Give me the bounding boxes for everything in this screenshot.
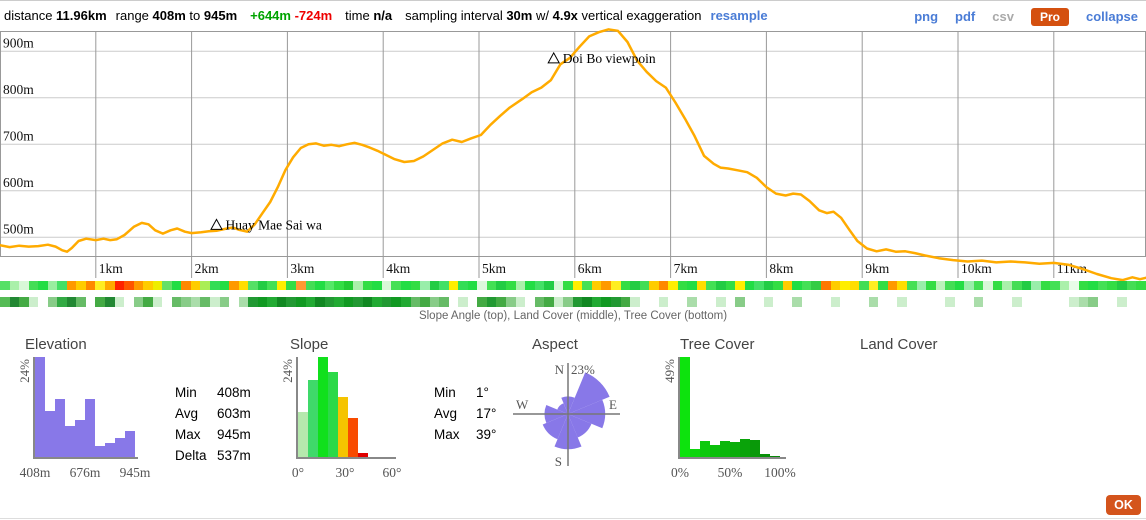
elevation-stats: Min 408m Avg 603m Max 945m Delta 537m (175, 385, 251, 463)
export-csv-link[interactable]: csv (992, 9, 1014, 24)
range-stat: range 408m to 945m (116, 8, 237, 23)
tree-cover-strip (0, 297, 1146, 307)
tree-cover-histogram-bars (678, 357, 786, 459)
distance-stat: distance 11.96km (4, 8, 107, 23)
time-stat: time n/a (345, 8, 392, 23)
export-links: png pdf csv Pro collapse (914, 3, 1138, 30)
svg-text:900m: 900m (3, 35, 34, 50)
sampling-value: 30m (506, 8, 533, 23)
aspect-panel-title: Aspect (532, 336, 578, 353)
svg-text:5km: 5km (482, 261, 507, 276)
svg-text:4km: 4km (386, 261, 411, 276)
land-cover-panel: Land Cover (855, 331, 1055, 357)
range-max-value: 945m (203, 8, 238, 23)
range-min-value: 408m (152, 8, 186, 23)
terrain-strips (0, 281, 1146, 307)
svg-text:8km: 8km (769, 261, 794, 276)
tree-cover-panel-title: Tree Cover (680, 336, 755, 353)
profile-toolbar: distance 11.96km range 408m to 945m +644… (0, 2, 1146, 29)
elevation-panel-title: Elevation (25, 336, 87, 353)
with-word: w/ (535, 8, 549, 23)
svg-text:W: W (516, 397, 529, 412)
distance-label: distance (4, 8, 53, 23)
distance-value: 11.96km (56, 8, 107, 23)
elevation-histogram-bars (33, 357, 138, 459)
ascent-value: +644m (250, 8, 291, 23)
resample-link[interactable]: resample (710, 8, 768, 23)
strips-caption: Slope Angle (top), Land Cover (middle), … (418, 310, 728, 322)
aspect-rose-chart: N 23% W E S (513, 362, 620, 469)
svg-text:E: E (609, 397, 617, 412)
sampling-label: sampling interval (405, 8, 503, 23)
svg-text:600m: 600m (3, 175, 34, 190)
statistics-panels: Elevation 24% 408m 676m 945m Min 408m Avg 603… (0, 331, 1146, 501)
gain-loss-stat: +644m -724m (250, 8, 332, 23)
slope-histogram-bars (296, 357, 396, 459)
svg-text:Huay Mae Sai wa: Huay Mae Sai wa (226, 217, 322, 232)
svg-text:1km: 1km (99, 261, 124, 276)
collapse-link[interactable]: collapse (1085, 9, 1138, 24)
exaggeration-value: 4.9x (552, 8, 578, 23)
slope-panel-title: Slope (290, 336, 329, 353)
descent-value: -724m (294, 8, 333, 23)
export-pdf-link[interactable]: pdf (955, 9, 976, 24)
tree-cover-ymax-label: 49% (662, 359, 677, 383)
slope-panel: Slope 24% 0° 30° 60° Min 1° Avg 17° Max 39° (280, 331, 510, 480)
elevation-histogram: 24% 408m 676m 945m Min 408m Avg 603m Max 945m De… (17, 357, 280, 480)
slope-ymax-label: 24% (280, 359, 295, 383)
pro-badge[interactable]: Pro (1030, 7, 1069, 26)
time-value: n/a (373, 8, 393, 23)
svg-text:10km: 10km (961, 261, 992, 276)
elevation-ymax-label: 24% (17, 359, 32, 383)
time-label: time (345, 8, 370, 23)
land-cover-strip (0, 290, 1146, 297)
svg-text:S: S (555, 454, 562, 469)
exaggeration-word: vertical exaggeration (581, 8, 702, 23)
slope-histogram: 24% 0° 30° 60° Min 1° Avg 17° Max 39° (280, 357, 510, 480)
export-png-link[interactable]: png (914, 9, 939, 24)
sampling-stat: sampling interval 30m w/ 4.9x vertical e… (405, 8, 701, 23)
svg-text:23%: 23% (571, 362, 595, 377)
svg-text:500m: 500m (3, 221, 34, 236)
svg-text:700m: 700m (3, 128, 34, 143)
ok-button[interactable]: OK (1106, 495, 1141, 515)
svg-text:800m: 800m (3, 82, 34, 97)
svg-text:3km: 3km (290, 261, 315, 276)
slope-stats: Min 1° Avg 17° Max 39° (434, 385, 497, 442)
range-label: range (115, 8, 149, 23)
aspect-panel: Aspect N 23% W E S (512, 331, 652, 475)
elevation-panel: Elevation 24% 408m 676m 945m Min 408m Avg 603… (17, 331, 280, 480)
svg-text:7km: 7km (674, 261, 699, 276)
svg-text:N: N (555, 362, 565, 377)
range-to-word: to (189, 8, 201, 23)
svg-text:9km: 9km (865, 261, 890, 276)
svg-text:Doi Bo viewpoin: Doi Bo viewpoin (563, 51, 656, 66)
tree-cover-panel: Tree Cover 49% 0% 50% 100% (660, 331, 855, 480)
tree-cover-histogram: 49% 0% 50% 100% (662, 357, 855, 480)
svg-text:2km: 2km (195, 261, 220, 276)
slope-angle-strip (0, 281, 1146, 290)
land-cover-panel-title: Land Cover (860, 336, 938, 353)
elevation-profile-chart[interactable]: 1km 2km 3km 4km 5km 6km 7km 8km 9km 10km 11km500m6… (0, 28, 1146, 282)
svg-text:6km: 6km (578, 261, 603, 276)
